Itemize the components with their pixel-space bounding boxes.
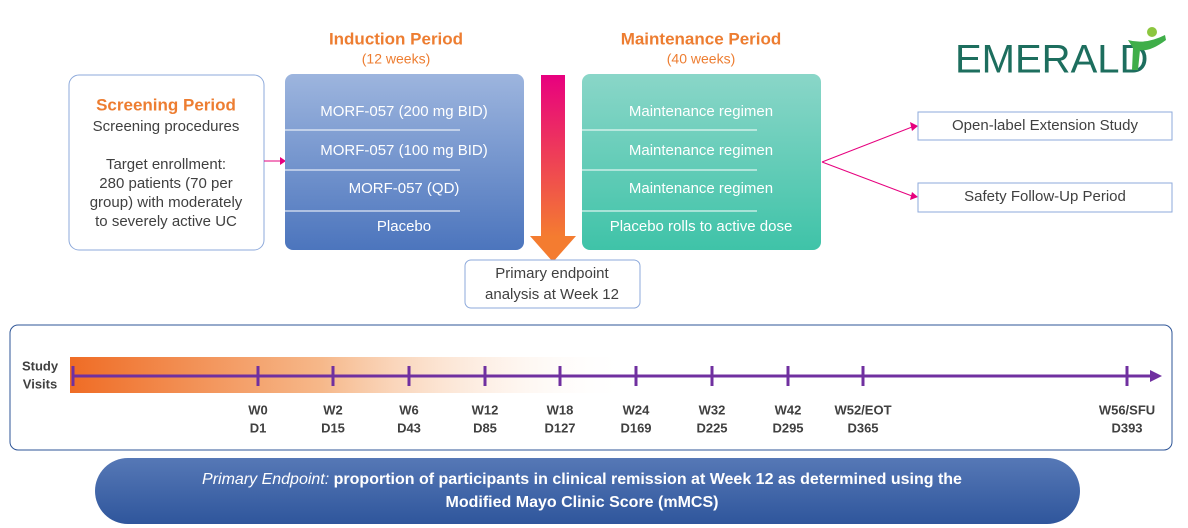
arrow [280, 157, 286, 165]
arm-label: Placebo rolls to active dose [610, 218, 793, 235]
extension-text: Open-label Extension Study [952, 117, 1138, 134]
visit-day: D43 [397, 420, 421, 435]
arm-label: Maintenance regimen [629, 142, 773, 159]
endpoint-box [464, 259, 641, 309]
arm-label: Maintenance regimen [629, 180, 773, 197]
visit-day: D393 [1111, 420, 1142, 435]
screening-text: to severely active UC [95, 213, 237, 230]
induction-subtitle: (12 weeks) [362, 51, 430, 67]
arm-label: Placebo [377, 218, 431, 235]
visit-day: D85 [473, 420, 497, 435]
endpoint-banner-line: Primary Endpoint: proportion of particip… [202, 471, 962, 488]
visit-week: W6 [399, 402, 419, 417]
visit-day: D1 [250, 420, 267, 435]
visit-week: W12 [472, 402, 499, 417]
arm-label: MORF-057 (QD) [349, 180, 460, 197]
arrow [541, 75, 565, 237]
logo: EMERALD [955, 38, 1148, 82]
visit-week: W24 [623, 402, 651, 417]
induction-box [285, 74, 524, 250]
visit-week: W0 [248, 402, 268, 417]
visit-day: D365 [847, 420, 878, 435]
logo-icon [1147, 27, 1157, 37]
endpoint-label: Primary Endpoint: [202, 471, 329, 488]
endpoint-text: proportion of participants in clinical r… [334, 471, 962, 488]
visit-day: D127 [544, 420, 575, 435]
screening-text: 280 patients (70 per [99, 175, 232, 192]
endpoint-banner [95, 458, 1080, 524]
visit-week: W52/EOT [834, 402, 891, 417]
endpoint-text: analysis at Week 12 [485, 286, 619, 303]
extension-box [917, 111, 1173, 141]
maintenance-title: Maintenance Period [621, 29, 782, 48]
maintenance-box [582, 74, 821, 250]
visit-day: D295 [772, 420, 803, 435]
endpoint-text: Primary endpoint [495, 265, 609, 282]
extension-text: Safety Follow-Up Period [964, 188, 1126, 205]
screening-text: Target enrollment: [106, 156, 226, 173]
logo-icon [1128, 35, 1166, 70]
arm-label: MORF-057 (200 mg BID) [320, 103, 488, 120]
arrow [910, 122, 918, 200]
visit-day: D169 [620, 420, 651, 435]
visit-week: W2 [323, 402, 343, 417]
timeline-arrow [1150, 370, 1162, 382]
maintenance-subtitle: (40 weeks) [667, 51, 735, 67]
arm-label: Maintenance regimen [629, 103, 773, 120]
timeline-label: Visits [23, 376, 57, 391]
timeline-label: Study [22, 358, 59, 373]
extension-box [917, 182, 1173, 213]
visit-week: W32 [699, 402, 726, 417]
screening-text: Screening procedures [93, 118, 240, 135]
induction-title: Induction Period [329, 29, 463, 48]
arm-label: MORF-057 (100 mg BID) [320, 142, 488, 159]
visit-week: W42 [775, 402, 802, 417]
screening-box [68, 74, 265, 251]
visit-week: W18 [547, 402, 574, 417]
visit-day: D225 [696, 420, 727, 435]
screening-text: group) with moderately [90, 194, 243, 211]
visit-day: D15 [321, 420, 345, 435]
screening-title: Screening Period [96, 95, 236, 114]
visit-week: W56/SFU [1099, 402, 1155, 417]
arrow [530, 236, 576, 262]
arrow [821, 126, 913, 197]
endpoint-text: Modified Mayo Clinic Score (mMCS) [446, 494, 719, 511]
